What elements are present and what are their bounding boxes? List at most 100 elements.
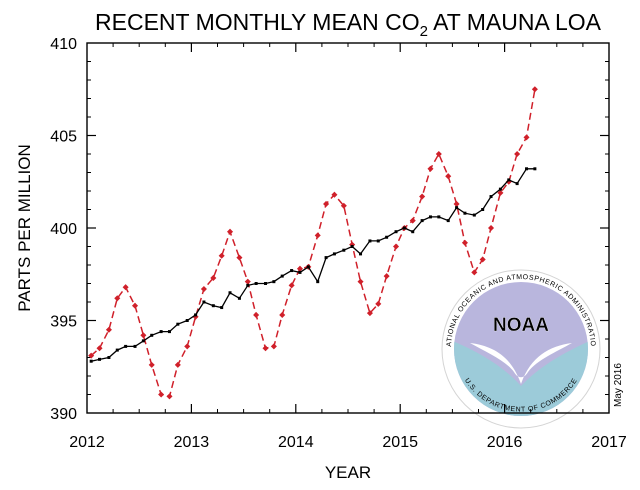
y-tick-label: 410 [50,36,77,53]
trend-point [507,178,511,182]
trend-point [350,245,354,248]
monthly-mean-point [488,224,495,232]
monthly-mean-point [366,310,373,317]
trend-point [472,213,476,217]
x-axis: 2012 2013 2014 2015 2016 2017 [69,43,627,451]
chart-title-main: RECENT MONTHLY MEAN CO [95,9,420,35]
monthly-mean-point [158,391,165,398]
trend-point [376,239,380,243]
trend-point [332,252,336,256]
y-tick-label: 390 [50,406,77,423]
trend-point [220,306,224,310]
monthly-mean-point [131,302,139,309]
monthly-mean-point [471,269,478,276]
x-tick-label: 2017 [591,434,627,451]
monthly-mean-point [314,232,321,239]
logo-noaa-text: NOAA [493,315,549,336]
monthly-mean-point [253,311,260,318]
trend-point [455,206,459,210]
trend-point [211,304,215,308]
x-tick-label: 2015 [382,434,418,451]
trend-point [202,300,206,304]
trend-point [498,187,502,191]
trend-line [91,168,535,362]
monthly-mean-point [262,345,269,352]
x-tick-label: 2016 [487,434,523,451]
x-tick-label: 2012 [69,434,105,451]
trend-point [194,313,198,317]
monthly-mean-point [244,278,251,285]
trend-point [237,296,241,300]
trend-point [159,330,163,334]
trend-point [141,339,145,343]
monthly-mean-point [166,393,173,400]
monthly-mean-point [270,343,277,350]
trend-point [533,167,537,171]
monthly-mean-point [340,202,347,209]
trend-point [525,167,529,171]
trend-point [272,280,276,284]
monthly-mean-point [236,254,243,261]
monthly-mean-point [461,239,468,246]
monthly-mean-point [523,134,530,141]
monthly-mean-point [383,273,390,280]
monthly-mean-point [210,274,217,281]
trend-point [489,195,493,199]
trend-point [98,357,102,361]
x-axis-label: YEAR [325,463,371,482]
trend-point [280,274,284,278]
monthly-mean-point [148,361,155,368]
chart-title-subscript: 2 [420,23,428,40]
trend-point [115,348,119,352]
trend-point [167,330,171,334]
trend-point [481,208,485,211]
monthly-mean-point [453,200,460,207]
trend-point [515,182,519,186]
logo-bird [470,343,572,384]
y-tick-label: 395 [50,314,77,331]
trend-point [359,252,363,256]
trend-point [176,322,180,326]
monthly-mean-point [445,173,452,180]
trend-point [150,333,154,337]
monthly-mean-point [375,300,382,307]
series-seasonally-corrected [89,167,537,363]
x-tick-label: 2014 [278,434,314,451]
monthly-mean-point [497,189,504,196]
logo-sea [454,340,588,416]
date-annotation: May 2016 [613,363,624,407]
series-monthly-mean [88,86,538,400]
monthly-mean-point [105,326,112,333]
monthly-mean-point [174,361,181,368]
monthly-mean-point [427,165,434,172]
monthly-mean-point [419,193,426,200]
trend-point [264,282,268,285]
monthly-mean-line [90,89,536,398]
chart-title-suffix: AT MAUNA LOA [428,9,602,35]
trend-point [411,230,415,234]
monthly-mean-point [288,282,295,289]
monthly-mean-point [279,311,286,318]
monthly-mean-point [122,284,129,291]
noaa-logo: NOAA NATIONAL OCEANIC AND ATMOSPHERIC AD… [0,0,601,429]
trend-point [428,215,432,219]
trend-point [228,291,232,295]
monthly-mean-point [392,243,400,250]
monthly-mean-point [218,252,225,259]
trend-point [394,230,398,234]
trend-point [437,215,441,219]
trend-point [185,319,189,322]
trend-point [107,356,111,359]
monthly-mean-point [114,295,121,302]
trend-point [324,256,328,260]
y-axis-label: PARTS PER MILLION [15,144,34,312]
trend-point [446,219,450,223]
trend-point [254,282,258,285]
trend-point [385,235,389,239]
monthly-mean-point [331,191,338,198]
trend-point [124,344,128,348]
trend-point [420,219,424,223]
monthly-mean-point [200,286,207,293]
trend-point [368,239,372,243]
